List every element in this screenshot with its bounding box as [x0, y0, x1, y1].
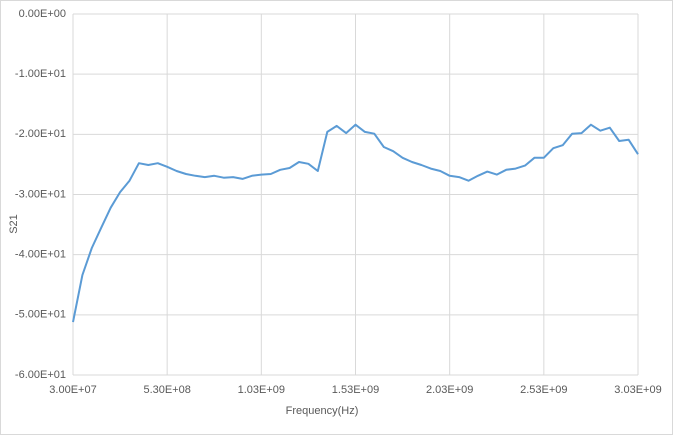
y-axis-title: S21: [8, 214, 20, 234]
x-tick-label: 3.00E+07: [49, 384, 96, 396]
x-tick-label: 2.03E+09: [426, 384, 473, 396]
x-tick-label: 1.03E+09: [238, 384, 285, 396]
y-tick-label: -1.00E+01: [15, 68, 66, 80]
y-tick-label: -5.00E+01: [15, 309, 66, 321]
x-tick-label: 5.30E+08: [143, 384, 190, 396]
y-tick-label: -6.00E+01: [15, 369, 66, 381]
y-tick-label: -2.00E+01: [15, 128, 66, 140]
x-tick-label: 2.53E+09: [520, 384, 567, 396]
y-tick-label: -3.00E+01: [15, 188, 66, 200]
x-tick-label: 1.53E+09: [332, 384, 379, 396]
data-line: [72, 123, 639, 323]
x-tick-label: 3.03E+09: [614, 384, 661, 396]
y-tick-label: -4.00E+01: [15, 249, 66, 261]
y-tick-label: 0.00E+00: [19, 8, 66, 20]
x-axis-title: Frequency(Hz): [286, 405, 359, 417]
